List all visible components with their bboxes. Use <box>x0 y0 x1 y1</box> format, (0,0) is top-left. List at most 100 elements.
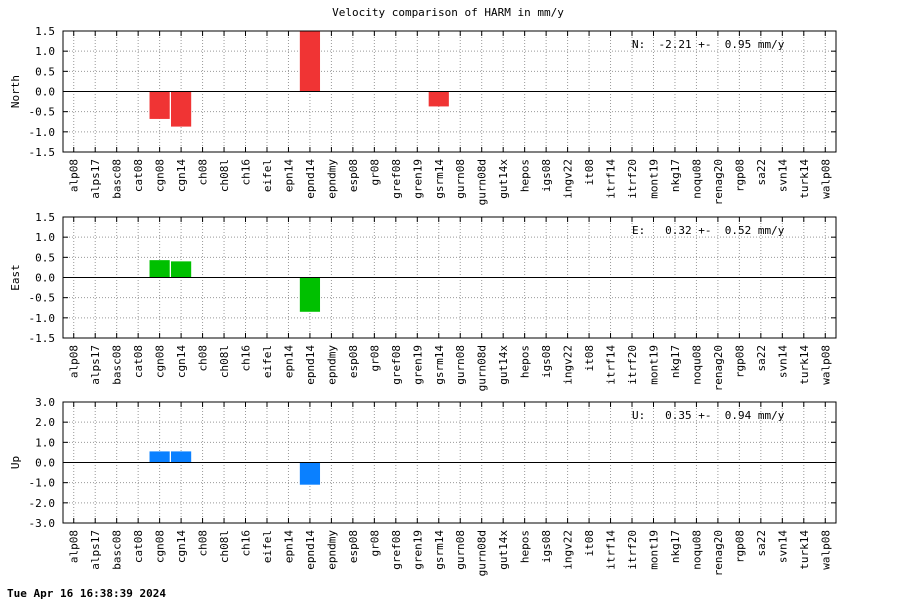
annotation: N: -2.21 +- 0.95 mm/y <box>632 38 785 51</box>
x-tick-label: eifel <box>261 530 274 563</box>
y-axis-label: Up <box>9 456 22 469</box>
y-tick-label: -1.0 <box>29 477 56 490</box>
x-tick-label: gsrm14 <box>433 530 446 570</box>
x-tick-label: epnd14 <box>304 345 317 385</box>
x-tick-label: gurn08d <box>476 345 489 391</box>
x-tick-label: turk14 <box>798 159 811 199</box>
x-tick-label: ch08 <box>197 159 210 186</box>
x-tick-label: igs08 <box>540 159 553 192</box>
x-tick-label: gr08 <box>368 159 381 186</box>
bar <box>171 261 192 278</box>
x-tick-label: mont19 <box>647 159 660 199</box>
x-tick-label: cgn14 <box>175 530 188 563</box>
x-tick-label: sa22 <box>755 530 768 557</box>
y-tick-label: -1.5 <box>29 146 56 159</box>
y-tick-label: 1.5 <box>35 211 55 224</box>
plot-frame <box>62 401 837 524</box>
x-tick-label: gren19 <box>411 530 424 570</box>
x-tick-label: turk14 <box>798 530 811 570</box>
x-tick-label: sa22 <box>755 345 768 372</box>
x-tick-label: basc08 <box>111 530 124 570</box>
x-tick-label: gr08 <box>368 530 381 557</box>
x-tick-label: eifel <box>261 159 274 192</box>
x-tick-label: turk14 <box>798 345 811 385</box>
x-tick-label: rgp08 <box>733 159 746 192</box>
x-tick-label: hepos <box>519 159 532 192</box>
x-tick-label: gref08 <box>390 530 403 570</box>
y-tick-label: 0.0 <box>35 86 55 99</box>
x-tick-label: sa22 <box>755 159 768 186</box>
bar <box>299 462 321 485</box>
y-tick-label: -0.5 <box>29 292 56 305</box>
x-tick-label: ch08l <box>218 345 231 378</box>
bar <box>428 91 449 107</box>
x-tick-label: igs08 <box>540 345 553 378</box>
x-tick-label: it08 <box>583 530 596 557</box>
x-tick-label: svn14 <box>776 159 789 192</box>
annotation: U: 0.35 +- 0.94 mm/y <box>632 409 785 422</box>
x-tick-label: noqu08 <box>690 345 703 385</box>
x-tick-label: gurn08 <box>454 530 467 570</box>
x-tick-label: mont19 <box>647 345 660 385</box>
x-tick-label: alp08 <box>68 345 81 378</box>
x-tick-label: ingv22 <box>562 159 575 199</box>
x-tick-label: epndmy <box>325 530 338 570</box>
x-tick-label: gsrm14 <box>433 159 446 199</box>
x-tick-label: hepos <box>519 345 532 378</box>
x-tick-label: ingv22 <box>562 345 575 385</box>
y-tick-label: 0.0 <box>35 457 55 470</box>
x-tick-label: ch08 <box>197 345 210 372</box>
x-tick-label: cat08 <box>132 345 145 378</box>
x-tick-label: itrf20 <box>626 345 639 385</box>
x-tick-label: mont19 <box>647 530 660 570</box>
x-tick-label: itrf20 <box>626 530 639 570</box>
y-axis-label: North <box>9 75 22 108</box>
x-tick-label: gsrm14 <box>433 345 446 385</box>
x-tick-label: epndmy <box>325 345 338 385</box>
y-tick-label: 0.5 <box>35 251 55 264</box>
x-tick-label: it08 <box>583 159 596 186</box>
x-tick-label: svn14 <box>776 530 789 563</box>
x-tick-label: gurn08d <box>476 159 489 205</box>
x-tick-label: gref08 <box>390 345 403 385</box>
y-tick-label: 2.0 <box>35 416 55 429</box>
x-tick-label: itrf14 <box>605 345 618 385</box>
x-tick-label: ch16 <box>240 530 253 557</box>
x-tick-label: rgp08 <box>733 530 746 563</box>
y-tick-label: 0.0 <box>35 272 55 285</box>
bar <box>149 260 170 278</box>
x-tick-label: esp08 <box>347 530 360 563</box>
y-tick-label: 1.5 <box>35 25 55 38</box>
x-tick-label: cgn08 <box>154 530 167 563</box>
bar <box>149 451 170 463</box>
x-tick-label: cat08 <box>132 159 145 192</box>
bar <box>171 91 192 127</box>
x-tick-label: nkg17 <box>669 530 682 563</box>
plot-frame <box>62 216 837 339</box>
x-tick-label: gut14x <box>497 530 510 570</box>
x-tick-label: itrf14 <box>605 530 618 570</box>
x-tick-label: rgp08 <box>733 345 746 378</box>
x-tick-label: itrf14 <box>605 159 618 199</box>
x-tick-label: svn14 <box>776 345 789 378</box>
bar <box>171 451 192 463</box>
x-tick-label: renag20 <box>712 345 725 391</box>
y-tick-label: 0.5 <box>35 65 55 78</box>
y-tick-label: -1.0 <box>29 126 56 139</box>
x-tick-label: gurn08 <box>454 345 467 385</box>
bar <box>299 277 321 312</box>
x-tick-label: epnd14 <box>304 530 317 570</box>
x-tick-label: igs08 <box>540 530 553 563</box>
x-tick-label: epn14 <box>282 530 295 563</box>
x-tick-label: gurn08 <box>454 159 467 199</box>
x-tick-label: noqu08 <box>690 159 703 199</box>
x-tick-label: gren19 <box>411 159 424 199</box>
x-tick-label: nkg17 <box>669 345 682 378</box>
x-tick-label: gren19 <box>411 345 424 385</box>
x-tick-label: cgn14 <box>175 159 188 192</box>
y-tick-label: -0.5 <box>29 106 56 119</box>
x-tick-label: noqu08 <box>690 530 703 570</box>
x-tick-label: gut14x <box>497 345 510 385</box>
y-tick-label: 1.0 <box>35 436 55 449</box>
x-tick-label: eifel <box>261 345 274 378</box>
